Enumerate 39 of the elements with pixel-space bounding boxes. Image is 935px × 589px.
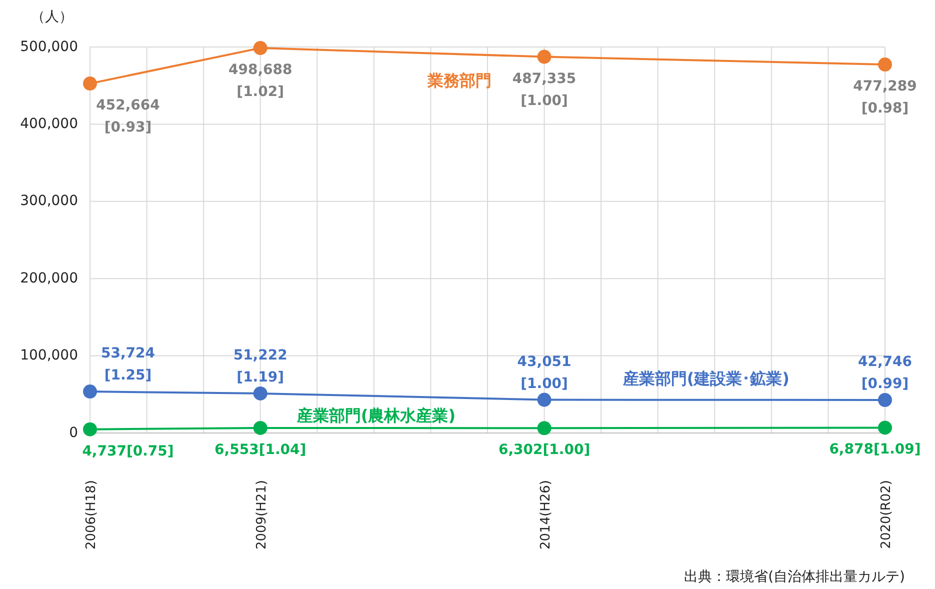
data-label: 6,302[1.00]	[498, 442, 590, 458]
y-tick-label: 400,000	[20, 116, 78, 132]
point	[537, 50, 552, 64]
point	[253, 386, 268, 400]
point	[537, 392, 552, 407]
series-label: 産業部門(農林水産業)	[296, 406, 456, 425]
series-label: 産業部門(建設業･鉱業)	[622, 369, 790, 388]
x-tick-label: 2009(H21)	[254, 480, 270, 550]
point	[878, 420, 892, 435]
data-label: 487,335 [1.00]	[512, 70, 576, 109]
y-tick-label: 500,000	[20, 38, 78, 55]
data-label: 4,737[0.75]	[82, 443, 174, 460]
x-tick-label: 2020(R02)	[879, 480, 894, 549]
data-label: 452,664 [0.93]	[96, 98, 160, 136]
source-note: 出典：環境省(自治体排出量カルテ)	[684, 569, 905, 585]
data-label: 477,289 [0.98]	[853, 78, 917, 117]
point	[878, 58, 892, 72]
data-label: 43,051 [1.00]	[517, 354, 572, 392]
data-label: 6,553[1.04]	[214, 442, 306, 458]
point	[878, 393, 892, 407]
y-tick-label: 100,000	[20, 348, 78, 364]
data-label: 51,222 [1.19]	[233, 347, 288, 386]
data-label: 6,878[1.09]	[829, 442, 921, 458]
point	[83, 76, 97, 91]
point	[537, 421, 552, 436]
data-label: 53,724 [1.25]	[100, 346, 156, 384]
y-tick-label: 200,000	[20, 270, 78, 286]
series-label: 業務部門	[426, 71, 492, 90]
data-label: 42,746 [0.99]	[858, 354, 912, 392]
point	[253, 41, 268, 56]
y-axis-title: （人）	[31, 9, 73, 25]
point	[83, 384, 97, 399]
x-tick-label: 2014(H26)	[538, 480, 554, 550]
y-tick-label: 0	[69, 424, 78, 441]
point	[253, 420, 268, 435]
point	[83, 422, 97, 436]
data-label: 498,688 [1.02]	[228, 62, 292, 100]
x-tick-label: 2006(H18)	[84, 480, 99, 550]
y-tick-label: 300,000	[20, 193, 78, 210]
